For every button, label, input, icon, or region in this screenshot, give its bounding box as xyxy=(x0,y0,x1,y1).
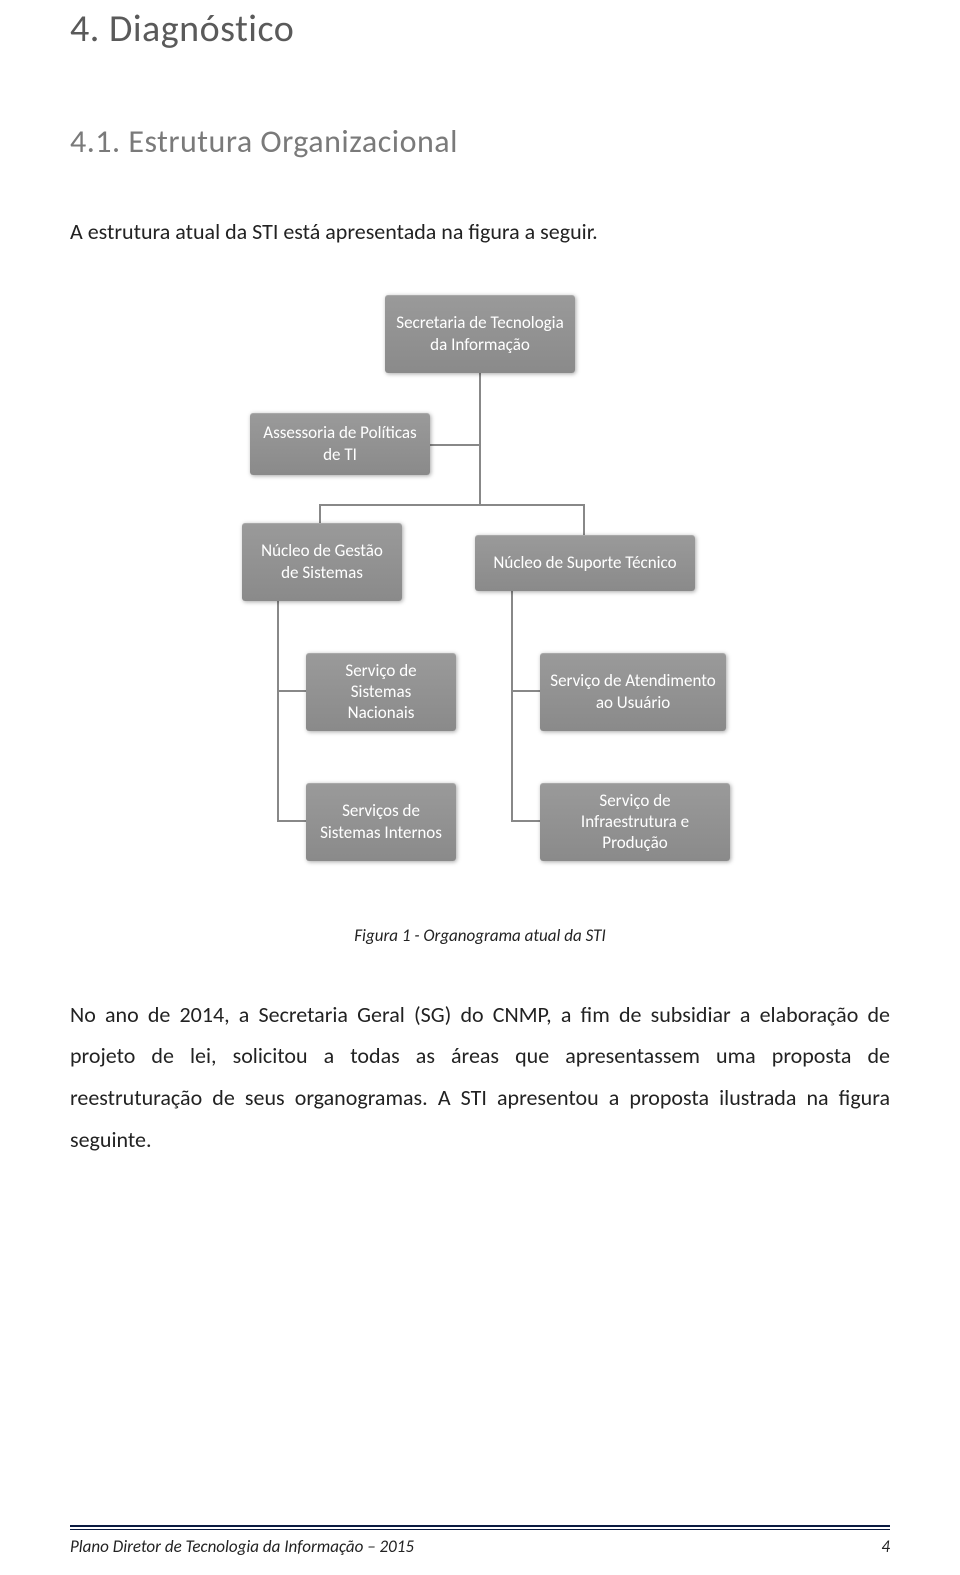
org-edge xyxy=(512,591,540,821)
subsection-heading: 4.1. Estrutura Organizacional xyxy=(70,122,890,161)
footer-rule xyxy=(70,1525,890,1527)
figure-caption: Figura 1 - Organograma atual da STI xyxy=(70,925,890,946)
org-node-ssi: Serviços de Sistemas Internos xyxy=(306,783,456,861)
org-node-assess: Assessoria de Políticas de TI xyxy=(250,413,430,475)
footer-page-number: 4 xyxy=(881,1536,890,1557)
page-footer: Plano Diretor de Tecnologia da Informaçã… xyxy=(70,1525,890,1557)
footer-rule-thin xyxy=(70,1529,890,1530)
org-node-nst: Núcleo de Suporte Técnico xyxy=(475,535,695,591)
org-edge xyxy=(512,591,540,691)
org-edge xyxy=(480,373,584,535)
org-node-root: Secretaria de Tecnologia da Informação xyxy=(385,295,575,373)
organogram: Secretaria de Tecnologia da Informação As… xyxy=(200,295,760,907)
body-paragraph: No ano de 2014, a Secretaria Geral (SG) … xyxy=(70,994,890,1161)
org-node-sau: Serviço de Atendimento ao Usuário xyxy=(540,653,726,731)
org-edge xyxy=(278,601,306,691)
org-node-ngs: Núcleo de Gestão de Sistemas xyxy=(242,523,402,601)
intro-paragraph: A estrutura atual da STI está apresentad… xyxy=(70,217,890,247)
org-node-ssn: Serviço de Sistemas Nacionais xyxy=(306,653,456,731)
org-edge xyxy=(278,601,306,821)
org-node-sip: Serviço de Infraestrutura e Produção xyxy=(540,783,730,861)
org-edge xyxy=(430,373,480,445)
footer-title: Plano Diretor de Tecnologia da Informaçã… xyxy=(70,1536,414,1557)
section-heading: 4. Diagnóstico xyxy=(70,6,890,52)
